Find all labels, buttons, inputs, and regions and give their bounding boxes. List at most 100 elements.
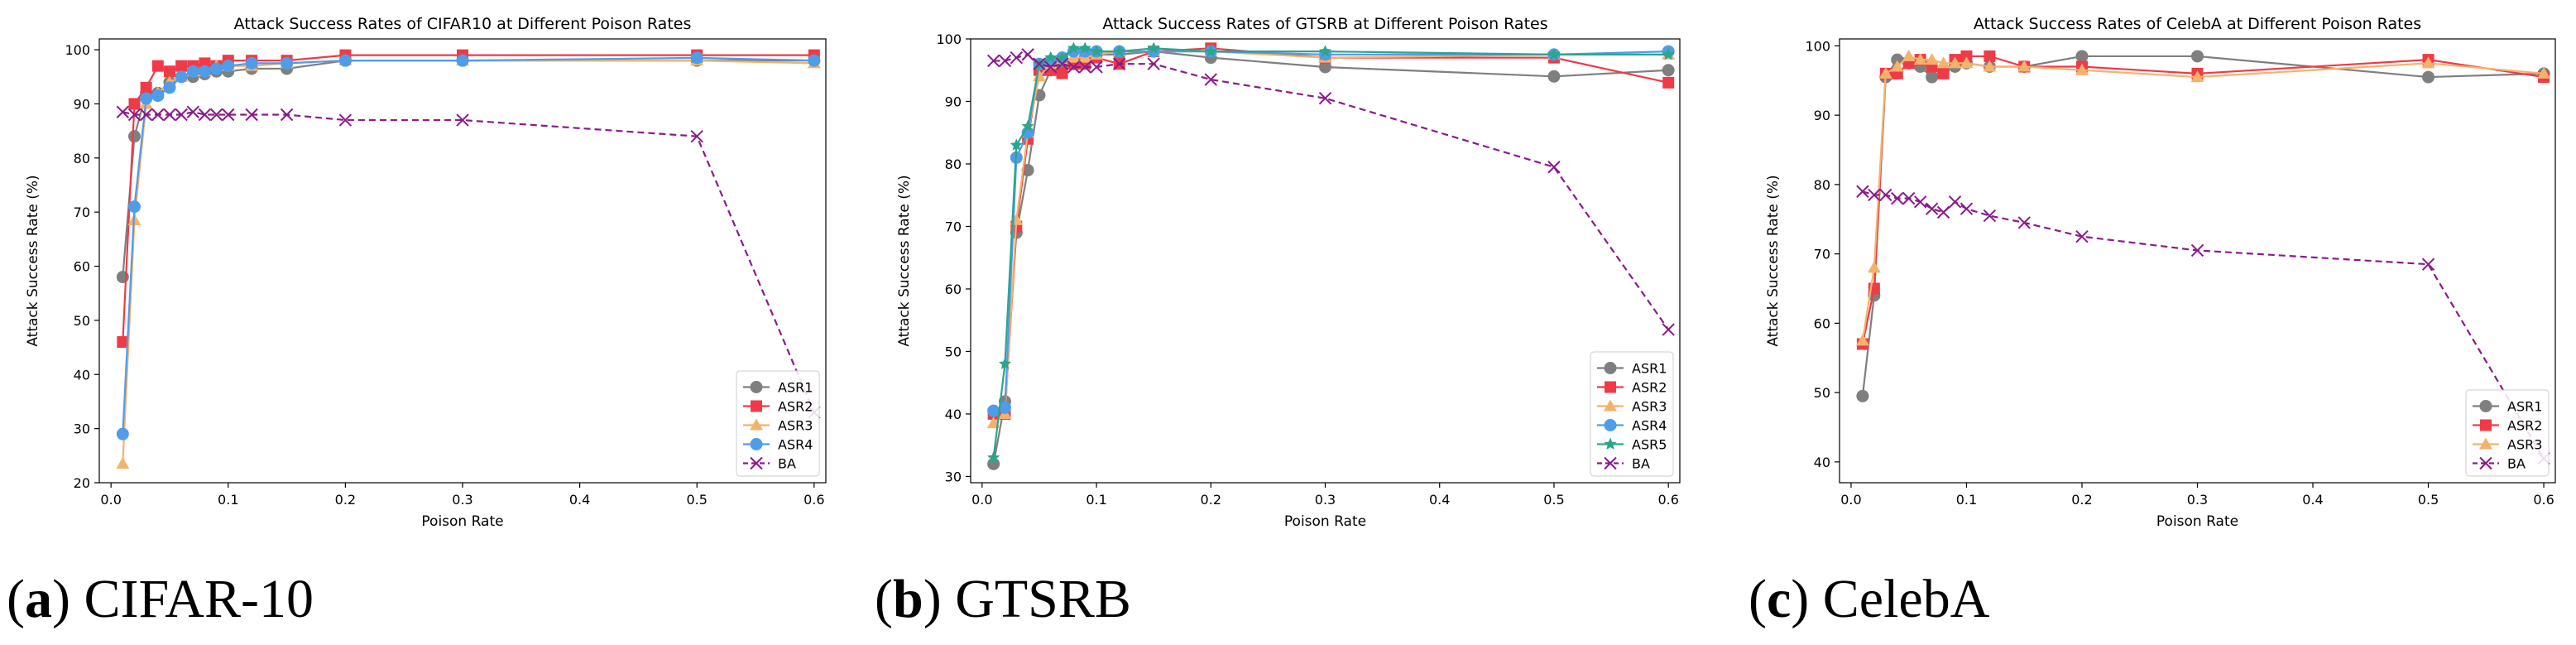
data-point-asr5 [1090,45,1103,57]
data-point-asr2 [128,98,141,110]
legend-marker [750,418,763,431]
data-point-ba [1891,191,1904,205]
legend-item-asr5: ASR5 [1597,437,1667,453]
data-point-ba [1010,51,1023,65]
data-point-ba [2075,229,2089,243]
data-point-asr1 [1926,70,1939,84]
data-point-asr4 [198,65,211,78]
legend-marker [2479,400,2492,412]
y-tick-label: 80 [1814,177,1830,193]
chart-panel-2: Attack Success Rates of GTSRB at Differe… [896,15,1681,530]
legend-label: BA [778,456,796,472]
y-tick-label: 90 [74,96,90,112]
data-point-ba [139,108,153,122]
caption-close-paren: ) [52,569,84,629]
data-point-asr1 [1856,389,1869,402]
caption-name: GTSRB [955,569,1131,629]
x-tick-label: 0.6 [804,492,824,508]
data-point-asr5 [1547,47,1561,60]
data-point-asr5 [987,450,1000,464]
legend: ASR1 ASR2 ASR3 ASR4 ASR5 BA [1590,351,1674,477]
plot-area-frame [1839,38,2556,484]
data-point-asr2 [175,60,188,72]
x-tick-label: 0.5 [686,492,707,508]
data-point-asr5 [1044,51,1058,64]
data-point-asr4 [163,81,176,94]
legend-item-asr1: ASR1 [2473,399,2542,415]
legend-label: ASR2 [1632,380,1667,396]
data-point-asr4 [338,54,352,67]
data-point-asr3 [1983,60,1997,72]
series-line-asr4 [993,50,1669,412]
data-point-asr5 [1010,138,1023,151]
data-point-ba [338,113,353,127]
caption-open-paren: ( [1749,569,1767,629]
data-point-asr4 [140,92,153,105]
series-asr1 [1856,50,2550,402]
data-point-ba [1856,185,1869,198]
data-point-asr2 [140,81,152,94]
y-tick-label: 50 [74,313,90,329]
caption-open-paren: ( [875,569,893,629]
legend-item-asr2: ASR2 [743,399,813,415]
legend: ASR1 ASR2 ASR3 BA [2465,389,2550,477]
data-point-asr1 [2422,70,2435,84]
data-point-ba [1147,57,1160,70]
data-point-asr4 [222,60,235,73]
legend-marker [1604,419,1617,431]
data-point-ba [1318,92,1332,105]
plot-area-frame [98,38,827,484]
legend-item-asr4: ASR4 [1597,418,1667,434]
legend-label: ASR3 [2507,437,2542,453]
y-tick-label: 100 [936,31,962,47]
x-tick-label: 0.1 [218,492,238,508]
legend-marker [751,400,762,412]
y-tick-label: 60 [74,259,90,275]
series-asr3 [116,54,821,469]
data-point-ba [1983,209,1997,223]
data-point-asr5 [1204,45,1217,57]
y-tick-label: 50 [945,344,962,359]
x-tick-label: 0.6 [1657,492,1678,508]
data-point-asr3 [2190,70,2204,83]
legend-marker [2479,437,2492,450]
data-point-asr5 [1147,41,1160,54]
series-asr4 [116,51,821,440]
caption-open-paren: ( [7,569,25,629]
data-point-ba [245,108,258,122]
data-point-asr3 [1890,60,1904,72]
data-point-asr1 [127,130,141,143]
data-point-asr3 [2421,56,2435,69]
data-point-asr3 [116,457,130,469]
data-point-asr2 [1937,67,1950,79]
x-tick-label: 0.4 [2302,492,2323,508]
series-asr4 [987,45,1675,417]
caption-letter: a [25,569,52,629]
legend-label: ASR5 [1632,437,1667,453]
legend-label: ASR3 [1632,399,1667,415]
data-point-asr1 [1547,70,1561,83]
data-point-asr5 [1078,41,1091,54]
data-point-asr5 [1318,45,1332,57]
y-axis-label: Attack Success Rate (%) [1765,175,1782,346]
series-line-ba [122,111,815,413]
legend-marker [1604,456,1617,470]
x-tick-label: 0.6 [2533,492,2554,508]
data-point-ba [151,108,165,122]
data-point-asr1 [2075,50,2089,63]
legend-label: ASR2 [778,399,813,415]
subfigure-caption-c: (c) CelebA [1749,569,1990,629]
legend-item-asr2: ASR2 [2473,418,2542,434]
legend-item-asr3: ASR3 [1597,399,1667,415]
legend-item-asr1: ASR1 [743,380,813,396]
x-tick-label: 0.5 [2418,492,2439,508]
data-point-asr4 [987,404,1000,417]
x-tick-label: 0.0 [971,492,992,508]
data-point-ba [1044,60,1058,74]
series-asr1 [116,54,821,284]
data-point-ba [1090,60,1103,74]
series-line-asr5 [992,47,1669,458]
data-point-asr4 [127,200,141,214]
series-line-asr1 [1861,55,2545,397]
